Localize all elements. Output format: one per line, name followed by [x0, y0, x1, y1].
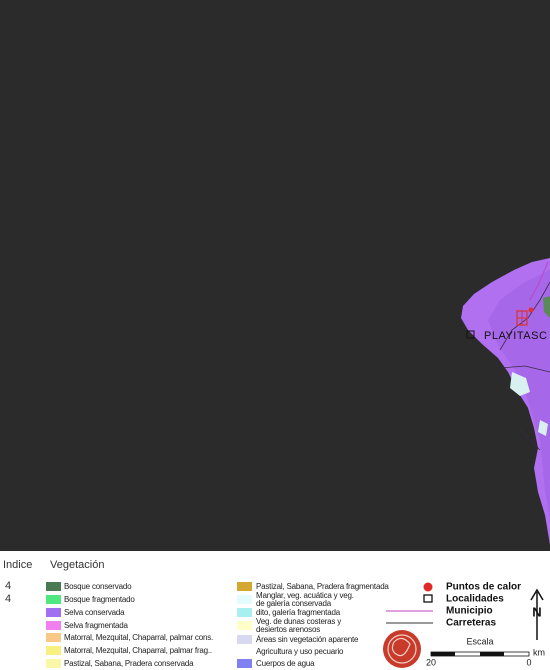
swatch: [237, 608, 252, 617]
scale-tick-label: 0: [526, 657, 531, 667]
vegetation-label: dito, galería fragmentada: [256, 608, 341, 617]
index-value: 4: [5, 593, 11, 605]
swatch: [46, 633, 61, 642]
municipal-boundary: [529, 261, 549, 301]
legend-header: Vegetación: [50, 559, 104, 571]
vegetation-label: Cuerpos de agua: [256, 659, 315, 668]
vegetation-label: Pastizal, Sabana, Pradera conservada: [64, 659, 194, 668]
vegetation-label: Selva conservada: [64, 608, 125, 617]
logo: [391, 637, 411, 657]
scale-unit: km: [533, 647, 545, 657]
logo: [387, 634, 417, 664]
vegetation-label: Matorral, Mezquital, Chaparral, palmar f…: [64, 646, 212, 655]
scale-bar: [431, 652, 455, 656]
hotspots: [516, 307, 534, 326]
legend-header: Indice: [3, 559, 32, 571]
hotspot-symbol: [423, 582, 433, 592]
logo: [383, 630, 421, 668]
locality-symbol: [423, 594, 433, 603]
index-value: 4: [5, 580, 11, 592]
swatch: [46, 646, 61, 655]
vegetation-label: Agricultura y uso pecuario: [256, 647, 344, 656]
forest-patch: [543, 296, 550, 318]
vegetation-label: Selva fragmentada: [64, 621, 129, 630]
locality-marker: [466, 330, 475, 339]
map-background: [0, 0, 550, 551]
locality-label: PLAYITASC: [484, 330, 547, 342]
swatch: [46, 595, 61, 604]
road: [499, 281, 550, 451]
swatch: [46, 608, 61, 617]
mangrove-patch: [510, 372, 530, 396]
vegetation-label: desiertos arenosos: [256, 625, 320, 634]
vegetation-label: Veg. de dunas costeras y: [256, 617, 341, 626]
vegetation-label: Bosque conservado: [64, 582, 132, 591]
vegetation-label: Bosque fragmentado: [64, 595, 135, 604]
vegetation-label: Manglar, veg. acuática y veg.: [256, 591, 354, 600]
swatch: [46, 582, 61, 591]
vegetation-label: Matorral, Mezquital, Chaparral, palmar c…: [64, 633, 213, 642]
swatch: [237, 635, 252, 644]
north-label: N: [532, 604, 541, 619]
north-arrow: [530, 588, 544, 601]
swatch: [237, 582, 252, 591]
scale-title: Escala: [466, 636, 493, 646]
vegetation-labels: Bosque conservado Bosque fragmentado Selva…: [64, 582, 390, 668]
mangrove-patch: [538, 420, 548, 436]
swatch: [237, 595, 252, 604]
swatch: [46, 659, 61, 668]
legend-panel: [0, 551, 550, 670]
vegetation-label: de galería conservada: [256, 599, 332, 608]
swatch: [46, 621, 61, 630]
symbol-label: Carreteras: [446, 618, 496, 629]
symbol-label: Localidades: [446, 594, 504, 605]
swatch: [237, 659, 252, 668]
swatch: [237, 621, 252, 630]
symbol-label: Municipio: [446, 606, 493, 617]
scale-bar: [480, 652, 504, 656]
hotspot: [528, 307, 534, 313]
symbol-label: Puntos de calor: [446, 582, 521, 593]
vegetation-label: Pastizal, Sabana, Pradera fragmentada: [256, 582, 389, 591]
land-shading: [488, 270, 550, 520]
scale-tick-label: 20: [426, 657, 436, 667]
vegetation-label: Áreas sin vegetación aparente: [256, 635, 359, 644]
